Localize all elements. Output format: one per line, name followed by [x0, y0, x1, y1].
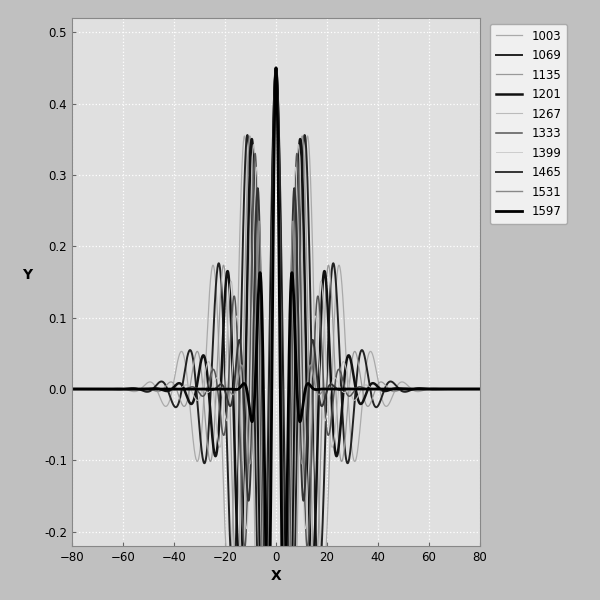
1135 [464, 385, 471, 392]
1267 [464, 385, 471, 392]
Legend: 1003, 1069, 1135, 1201, 1267, 1333, 1399, 1465, 1531, 1597: 1003, 1069, 1135, 1201, 1267, 1333, 1399… [490, 24, 567, 224]
1003 [476, 385, 484, 392]
1465 [68, 385, 76, 392]
1531 [365, 385, 372, 392]
1069 [365, 376, 372, 383]
1465 [464, 385, 471, 392]
1135 [68, 385, 76, 392]
1531 [68, 385, 76, 392]
1069 [240, 217, 247, 224]
1135 [365, 403, 372, 410]
1531 [272, 64, 280, 71]
1267 [444, 385, 451, 392]
1201 [464, 385, 471, 392]
1003 [68, 385, 76, 392]
1597 [68, 385, 76, 392]
1465 [476, 385, 484, 392]
1333 [68, 385, 76, 392]
1531 [240, 368, 247, 375]
1399 [444, 385, 451, 392]
1201 [476, 385, 484, 392]
Line: 1069: 1069 [72, 68, 480, 600]
1399 [476, 385, 484, 392]
1267 [243, 434, 250, 441]
Line: 1003: 1003 [72, 68, 480, 600]
Line: 1267: 1267 [72, 68, 480, 600]
1399 [243, 525, 250, 532]
1333 [240, 535, 247, 542]
1333 [464, 385, 471, 392]
Line: 1135: 1135 [72, 68, 480, 600]
Line: 1531: 1531 [72, 68, 480, 600]
1465 [365, 385, 372, 392]
1399 [240, 462, 247, 469]
1531 [476, 385, 484, 392]
1597 [240, 380, 247, 388]
1069 [68, 385, 76, 392]
X-axis label: X: X [271, 569, 281, 583]
1135 [272, 64, 280, 71]
1597 [262, 557, 269, 564]
Y-axis label: Y: Y [22, 268, 32, 282]
1201 [240, 484, 247, 491]
1267 [476, 385, 484, 392]
1399 [365, 385, 372, 392]
1597 [464, 385, 471, 392]
1465 [240, 391, 247, 398]
Line: 1465: 1465 [72, 68, 480, 600]
1597 [444, 385, 451, 392]
1135 [240, 353, 247, 361]
1531 [243, 414, 250, 421]
Line: 1399: 1399 [72, 68, 480, 600]
1003 [444, 386, 451, 393]
1201 [243, 311, 250, 319]
1135 [243, 196, 250, 203]
1201 [444, 385, 451, 392]
1201 [68, 385, 76, 392]
1069 [476, 385, 484, 392]
1399 [464, 385, 471, 392]
1069 [464, 385, 471, 392]
1597 [272, 64, 280, 71]
1201 [272, 64, 280, 71]
1135 [476, 385, 484, 392]
1465 [272, 64, 280, 71]
1069 [444, 385, 451, 392]
1069 [272, 64, 280, 71]
1597 [243, 386, 250, 393]
1399 [272, 64, 280, 71]
1333 [476, 385, 484, 392]
1267 [365, 382, 372, 389]
1531 [444, 385, 451, 392]
1333 [365, 386, 372, 393]
1531 [464, 385, 471, 392]
1069 [243, 134, 250, 142]
1333 [243, 514, 250, 521]
1267 [240, 551, 247, 558]
1003 [272, 64, 280, 71]
1399 [68, 385, 76, 392]
1003 [240, 139, 247, 146]
1201 [365, 384, 372, 391]
1267 [272, 64, 280, 71]
1135 [444, 385, 451, 392]
1597 [365, 385, 372, 392]
1333 [444, 385, 451, 392]
1465 [444, 385, 451, 392]
1003 [262, 511, 269, 518]
1465 [243, 476, 250, 484]
1003 [243, 156, 250, 163]
Line: 1597: 1597 [72, 68, 480, 600]
Line: 1201: 1201 [72, 68, 480, 600]
1333 [272, 64, 280, 71]
1069 [262, 564, 269, 571]
1003 [464, 385, 471, 392]
1003 [365, 351, 372, 358]
Line: 1333: 1333 [72, 68, 480, 600]
1267 [68, 385, 76, 392]
1597 [476, 385, 484, 392]
